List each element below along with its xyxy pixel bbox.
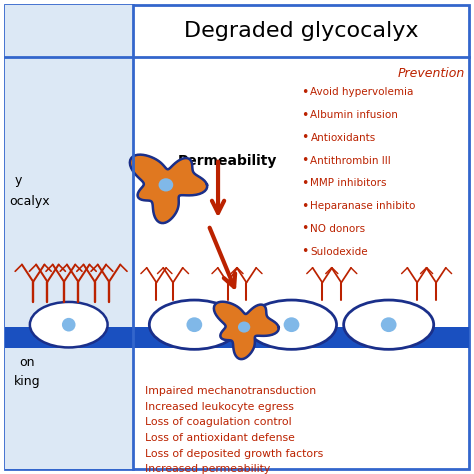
Ellipse shape xyxy=(62,318,75,331)
Text: Permeability: Permeability xyxy=(178,154,277,168)
Ellipse shape xyxy=(186,317,202,332)
Ellipse shape xyxy=(381,317,397,332)
Ellipse shape xyxy=(238,321,250,333)
Text: •: • xyxy=(301,131,309,145)
Polygon shape xyxy=(214,302,279,359)
Text: •: • xyxy=(301,222,309,236)
Ellipse shape xyxy=(149,300,239,349)
Bar xyxy=(133,327,469,348)
Text: y: y xyxy=(14,173,22,187)
Text: Sulodexide: Sulodexide xyxy=(310,246,368,257)
Text: Antithrombin III: Antithrombin III xyxy=(310,155,391,166)
Text: ocalyx: ocalyx xyxy=(9,195,50,208)
Text: •: • xyxy=(301,86,309,99)
Bar xyxy=(5,5,133,469)
Ellipse shape xyxy=(158,178,173,191)
Text: Degraded glycocalyx: Degraded glycocalyx xyxy=(184,21,418,41)
Text: MMP inhibitors: MMP inhibitors xyxy=(310,178,387,189)
Text: Increased permeability: Increased permeability xyxy=(145,464,270,474)
Text: •: • xyxy=(301,245,309,258)
Text: on: on xyxy=(19,356,35,369)
Text: king: king xyxy=(14,375,41,388)
Text: Loss of deposited growth factors: Loss of deposited growth factors xyxy=(145,448,323,459)
Text: Antioxidants: Antioxidants xyxy=(310,133,376,143)
Text: Prevention: Prevention xyxy=(398,67,465,80)
Ellipse shape xyxy=(344,300,434,349)
Text: •: • xyxy=(301,177,309,190)
Ellipse shape xyxy=(30,302,108,347)
Text: Avoid hypervolemia: Avoid hypervolemia xyxy=(310,87,414,98)
Text: •: • xyxy=(301,154,309,167)
Text: Loss of antioxidant defense: Loss of antioxidant defense xyxy=(145,433,294,443)
Text: NO donors: NO donors xyxy=(310,224,365,234)
Bar xyxy=(5,327,133,348)
Polygon shape xyxy=(130,155,207,223)
Text: Loss of coagulation control: Loss of coagulation control xyxy=(145,417,291,428)
Text: Increased leukocyte egress: Increased leukocyte egress xyxy=(145,401,293,412)
Ellipse shape xyxy=(246,300,337,349)
Text: •: • xyxy=(301,200,309,213)
Text: •: • xyxy=(301,109,309,122)
Ellipse shape xyxy=(283,317,300,332)
Text: Albumin infusion: Albumin infusion xyxy=(310,110,398,120)
Text: Heparanase inhibito: Heparanase inhibito xyxy=(310,201,416,211)
Text: Impaired mechanotransduction: Impaired mechanotransduction xyxy=(145,386,316,396)
